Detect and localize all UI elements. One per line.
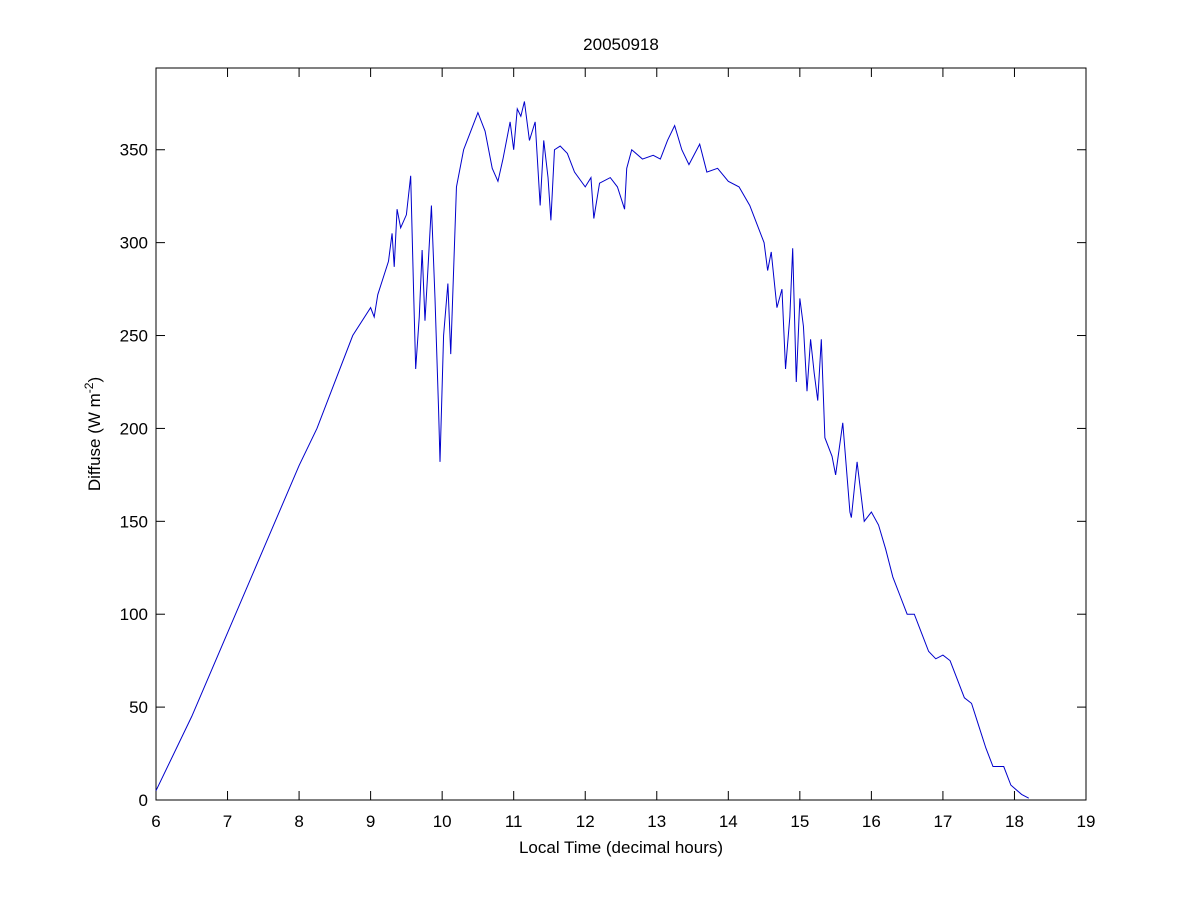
y-tick-label: 300 [120,234,148,253]
y-tick-label: 150 [120,512,148,531]
x-tick-label: 7 [223,812,232,831]
x-tick-label: 14 [719,812,738,831]
x-tick-label: 17 [933,812,952,831]
x-tick-label: 15 [790,812,809,831]
x-tick-label: 18 [1005,812,1024,831]
x-tick-label: 16 [862,812,881,831]
x-axis-label: Local Time (decimal hours) [519,838,723,857]
y-axis-label-main: Diffuse (W m [85,393,104,491]
x-tick-label: 9 [366,812,375,831]
y-axis-label: Diffuse (W m-2) [82,377,104,491]
y-tick-label: 250 [120,327,148,346]
x-tick-label: 12 [576,812,595,831]
x-tick-label: 10 [433,812,452,831]
chart-title: 20050918 [583,35,659,54]
data-line [155,101,1030,799]
x-tick-label: 13 [647,812,666,831]
y-tick-label: 200 [120,419,148,438]
x-tick-label: 6 [151,812,160,831]
y-tick-label: 50 [129,698,148,717]
x-tick-label: 8 [294,812,303,831]
x-tick-label: 19 [1077,812,1096,831]
y-tick-label: 0 [139,791,148,810]
x-tick-label: 11 [505,812,523,831]
y-axis-label-superscript: -2 [82,382,96,393]
plot-area [155,67,1087,801]
y-axis-label-end: ) [85,377,104,383]
y-tick-label: 100 [120,605,148,624]
y-tick-label: 350 [120,141,148,160]
